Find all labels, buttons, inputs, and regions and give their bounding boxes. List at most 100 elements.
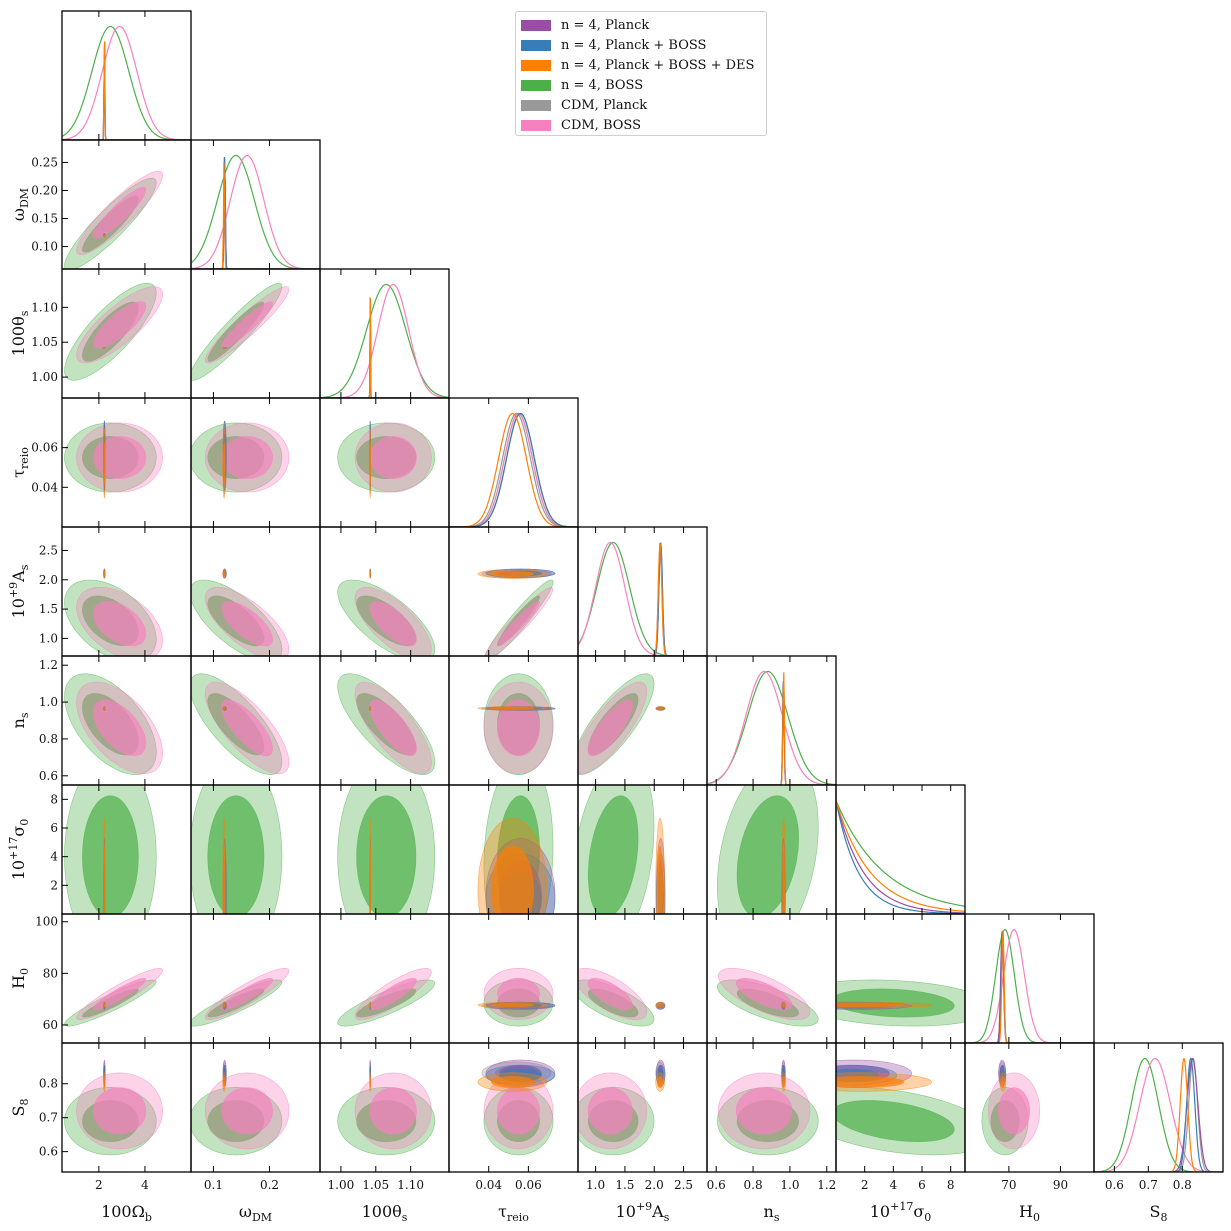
y-tick-label: 60 xyxy=(43,1018,58,1032)
panel xyxy=(61,397,192,528)
x-tick-label: 2.5 xyxy=(674,1178,693,1192)
y-axis-label: 10+17σ0 xyxy=(7,819,31,881)
y-tick-label: 6 xyxy=(50,821,58,835)
marginal-curve xyxy=(707,679,836,785)
contour-region xyxy=(221,301,274,349)
legend-item: n = 4, BOSS xyxy=(516,75,766,95)
contour-region xyxy=(92,601,147,647)
label-main: n xyxy=(764,1202,774,1221)
label-main: 100θ xyxy=(9,316,28,356)
x-tick-label: 0.8 xyxy=(744,1178,763,1192)
contour-region xyxy=(92,187,147,239)
marginal-curve xyxy=(191,156,320,269)
marginal-curve xyxy=(578,542,707,656)
marginal-curve xyxy=(965,928,1094,1043)
panel-body xyxy=(965,928,1094,1043)
panel-body xyxy=(191,568,290,656)
y-tick-label: 2 xyxy=(50,878,58,892)
label-sub: s xyxy=(18,310,31,316)
panel-body xyxy=(716,1059,819,1156)
panel-body xyxy=(477,1059,556,1156)
panel-body xyxy=(716,968,819,1027)
panel-body xyxy=(64,282,163,381)
marginal-curve xyxy=(62,25,191,140)
marginal-curve xyxy=(191,154,320,269)
contour-region xyxy=(222,1076,226,1088)
panel xyxy=(319,397,450,528)
panel xyxy=(577,1042,708,1173)
legend-label: n = 4, Planck + BOSS xyxy=(561,37,707,53)
contour-region xyxy=(587,699,633,757)
marginal-curve xyxy=(836,800,965,914)
y-axis-label: τreio xyxy=(9,447,31,478)
panel xyxy=(190,655,321,786)
marginal-curve xyxy=(578,542,707,656)
x-tick-label: 1.2 xyxy=(817,1178,836,1192)
panel-body xyxy=(337,420,436,499)
contour-region xyxy=(735,978,793,1011)
contour-region xyxy=(587,978,633,1011)
panel-frame xyxy=(706,655,837,786)
x-axis-label: 100θs xyxy=(362,1202,408,1224)
contour-region xyxy=(496,1087,540,1135)
contour-region xyxy=(369,570,371,578)
panel-body xyxy=(578,968,666,1027)
panel xyxy=(448,784,579,915)
label-sub: DM xyxy=(252,1211,272,1224)
contour-region xyxy=(221,601,274,647)
y-tick-label: 0.20 xyxy=(31,183,58,197)
legend-label: n = 4, Planck xyxy=(561,17,650,33)
y-axis-label: S8 xyxy=(9,1099,31,1117)
label-main: τ xyxy=(9,469,28,478)
x-axis-label: τreio xyxy=(498,1202,529,1224)
contour-region xyxy=(369,436,417,480)
marginal-curve xyxy=(965,931,1094,1043)
panel xyxy=(61,913,192,1044)
panel-body xyxy=(191,282,290,381)
marginal-curve xyxy=(1094,1057,1223,1172)
panel xyxy=(577,526,708,657)
x-axis-label: H0 xyxy=(1019,1202,1040,1224)
legend-label: CDM, BOSS xyxy=(561,117,641,133)
marginal-curve xyxy=(62,41,191,140)
marginal-curve xyxy=(1094,1057,1223,1172)
label-main: 10 xyxy=(870,1202,890,1221)
legend-swatch xyxy=(521,119,551,131)
label-sub: DM xyxy=(18,188,31,208)
marginal-curve xyxy=(965,931,1094,1043)
panel-body xyxy=(64,673,163,775)
y-tick-label: 1.2 xyxy=(39,658,58,672)
panel xyxy=(319,268,450,399)
marginal-curve xyxy=(707,679,836,785)
y-tick-label: 1.5 xyxy=(39,602,58,616)
marginal-curve xyxy=(320,283,449,398)
label-sub: reio xyxy=(18,447,31,469)
contour-region xyxy=(657,845,664,914)
x-tick-label: 70 xyxy=(1001,1178,1016,1192)
label-sub: 8 xyxy=(1160,1211,1167,1224)
label-main: n xyxy=(9,718,28,728)
contour-region xyxy=(92,301,147,349)
panel xyxy=(319,526,450,657)
panel xyxy=(61,1042,192,1173)
marginal-curve xyxy=(191,162,320,269)
label-main: H xyxy=(1019,1202,1033,1221)
panel xyxy=(964,913,1095,1044)
y-tick-label: 100 xyxy=(35,915,58,929)
label-sub: s xyxy=(664,1211,670,1224)
panel-body xyxy=(64,1059,163,1156)
label-main: τ xyxy=(498,1202,507,1221)
contour-region xyxy=(997,1087,1031,1135)
legend-item: CDM, Planck xyxy=(516,95,766,115)
contour-region xyxy=(103,1003,106,1008)
marginal-curve xyxy=(62,41,191,140)
panel xyxy=(61,268,192,399)
x-tick-label: 1.0 xyxy=(780,1178,799,1192)
panel xyxy=(448,1042,579,1173)
panel-body xyxy=(64,170,163,269)
contour-region xyxy=(369,1075,371,1089)
y-axis-label: 10+9As xyxy=(7,564,31,618)
y-tick-label: 0.04 xyxy=(31,480,58,494)
panel xyxy=(61,784,192,915)
panel xyxy=(835,784,966,915)
